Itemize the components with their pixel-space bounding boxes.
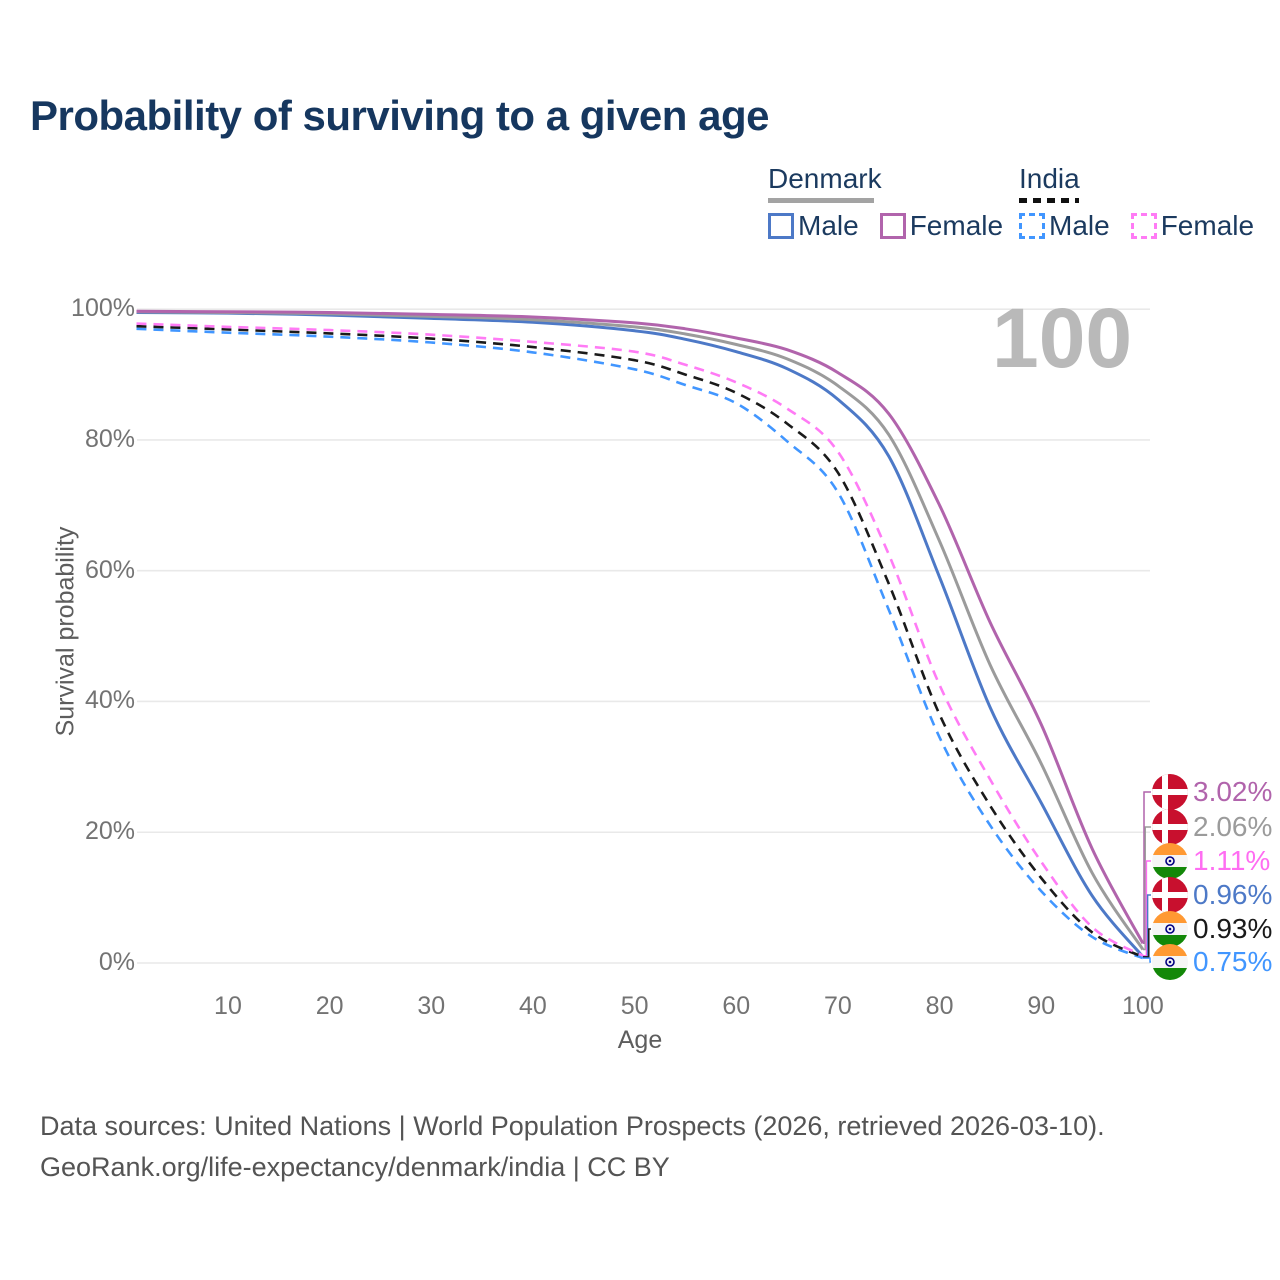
end-label-row: 0.96% <box>1152 877 1272 913</box>
legend-swatch-denmark-female[interactable] <box>879 213 906 239</box>
denmark-flag-icon <box>1152 877 1188 913</box>
y-tick-label: 100% <box>71 294 135 323</box>
x-tick-label: 60 <box>722 992 751 1020</box>
footer-url-license: GeoRank.org/life-expectancy/denmark/indi… <box>40 1152 670 1183</box>
x-tick-label: 100 <box>1122 992 1164 1020</box>
curve-denmark-male[interactable] <box>136 311 1145 958</box>
denmark-flag-icon <box>1152 809 1188 845</box>
end-label-value: 0.93% <box>1193 913 1273 944</box>
age-counter-watermark: 100 <box>992 291 1133 385</box>
legend-label-denmark-male[interactable]: Male <box>798 210 859 241</box>
end-label-row: 0.93% <box>1152 911 1272 947</box>
x-tick-label: 80 <box>925 992 954 1020</box>
end-label-row: 1.11% <box>1152 843 1270 879</box>
denmark-flag-icon <box>1152 774 1188 810</box>
y-tick-label: 40% <box>84 686 135 715</box>
curve-india-male[interactable] <box>136 327 1144 960</box>
x-tick-label: 40 <box>519 992 547 1020</box>
legend-swatch-india-male[interactable] <box>1019 213 1045 239</box>
end-label-row: 0.75% <box>1152 944 1272 980</box>
curve-india-both[interactable] <box>136 324 1144 959</box>
curve-india-female[interactable] <box>136 322 1144 957</box>
y-tick-label: 80% <box>84 424 135 453</box>
y-tick-label: 60% <box>84 555 135 584</box>
y-tick-label: 0% <box>98 948 135 976</box>
end-label-value: 0.75% <box>1193 946 1273 977</box>
footer-data-sources: Data sources: United Nations | World Pop… <box>40 1111 1105 1141</box>
end-label-value: 2.06% <box>1193 811 1273 842</box>
india-flag-icon <box>1152 911 1188 947</box>
x-tick-label: 20 <box>315 992 344 1020</box>
footer-attribution: Data sources: United Nations | World Pop… <box>40 1106 1105 1188</box>
x-tick-label: 70 <box>824 992 852 1020</box>
y-tick-label: 20% <box>84 817 135 846</box>
leader-lines <box>1143 791 1151 963</box>
x-tick-label: 50 <box>620 992 649 1020</box>
x-tick-label: 10 <box>214 992 242 1020</box>
legend-label-india-male[interactable]: Male <box>1049 210 1110 241</box>
x-tick-label: 30 <box>417 992 446 1020</box>
x-axis-title: Age <box>617 1026 663 1054</box>
india-flag-icon <box>1152 944 1188 980</box>
legend-group-india: India Male Female <box>1019 163 1254 242</box>
legend-label-denmark-female[interactable]: Female <box>909 210 1004 241</box>
curve-denmark-both[interactable] <box>136 310 1145 951</box>
legend-india-line-swatch <box>1019 198 1079 203</box>
end-label-row: 3.02% <box>1152 774 1272 810</box>
y-axis-title: Survival probability <box>51 526 80 737</box>
legend-swatch-india-female[interactable] <box>1130 213 1157 239</box>
legend-country-india[interactable]: India <box>1019 163 1080 194</box>
legend-denmark-line-swatch <box>768 198 874 203</box>
page-title: Probability of surviving to a given age <box>30 92 769 139</box>
legend-swatch-denmark-male[interactable] <box>768 213 794 239</box>
legend-group-denmark: Denmark Male Female <box>768 163 1003 242</box>
end-label-value: 0.96% <box>1193 879 1273 910</box>
end-label-row: 2.06% <box>1152 809 1272 845</box>
end-label-value: 1.11% <box>1193 845 1271 876</box>
curve-denmark-female[interactable] <box>136 309 1145 945</box>
india-flag-icon <box>1152 843 1188 879</box>
gridlines <box>137 308 1150 964</box>
end-label-value: 3.02% <box>1193 776 1273 807</box>
x-tick-label: 90 <box>1027 992 1056 1020</box>
legend-country-denmark[interactable]: Denmark <box>768 163 882 194</box>
legend-label-india-female[interactable]: Female <box>1160 210 1255 241</box>
